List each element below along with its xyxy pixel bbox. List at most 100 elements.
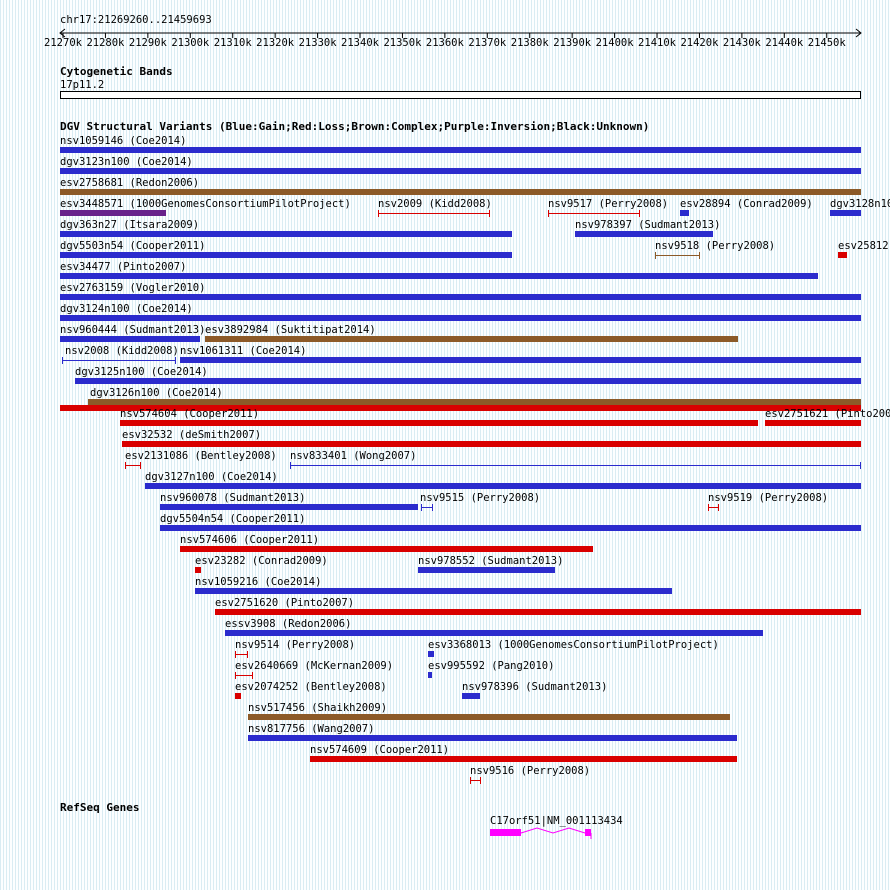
variant-label[interactable]: nsv574604 (Cooper2011) — [120, 408, 260, 420]
variant-bar[interactable] — [60, 315, 861, 321]
variant-bar[interactable] — [60, 252, 512, 258]
variant-label[interactable]: esv2074252 (Bentley2008) — [235, 681, 387, 693]
variant-bar[interactable] — [160, 504, 418, 510]
variant-label[interactable]: dgv3127n100 (Coe2014) — [145, 471, 278, 483]
variant-label[interactable]: dgv5503n54 (Cooper2011) — [60, 240, 206, 252]
variant-bar[interactable] — [418, 567, 555, 573]
variant-bar[interactable] — [60, 405, 861, 411]
variant-bar[interactable] — [680, 210, 689, 216]
variant-bar[interactable] — [180, 546, 593, 552]
variant-bar[interactable] — [428, 651, 434, 657]
variant-label[interactable]: esv2131086 (Bentley2008) — [125, 450, 277, 462]
variant-ibeam-bar[interactable] — [421, 504, 433, 511]
variant-label[interactable]: dgv3128n100 (Coe2014) — [830, 198, 890, 210]
variant-ibeam-bar[interactable] — [708, 504, 719, 511]
variant-label[interactable]: dgv3126n100 (Coe2014) — [90, 387, 223, 399]
variant-bar[interactable] — [205, 336, 738, 342]
variant-ibeam-bar[interactable] — [125, 462, 141, 469]
variant-bar[interactable] — [60, 273, 818, 279]
variant-label[interactable]: esv28894 (Conrad2009) — [680, 198, 813, 210]
variant-bar[interactable] — [120, 420, 758, 426]
variant-label[interactable]: esv2758681 (Redon2006) — [60, 177, 200, 189]
variant-bar[interactable] — [215, 609, 861, 615]
variant-label[interactable]: dgv3124n100 (Coe2014) — [60, 303, 193, 315]
variant-ibeam-bar[interactable] — [62, 357, 176, 364]
variant-bar[interactable] — [88, 399, 861, 405]
variant-bar[interactable] — [60, 168, 861, 174]
variant-label[interactable]: nsv978397 (Sudmant2013) — [575, 219, 721, 231]
variant-ibeam-bar[interactable] — [290, 462, 861, 469]
variant-bar[interactable] — [195, 567, 201, 573]
variant-bar[interactable] — [235, 693, 241, 699]
variant-ibeam-bar[interactable] — [470, 777, 481, 784]
variant-label[interactable]: nsv574606 (Cooper2011) — [180, 534, 320, 546]
variant-label[interactable]: nsv9515 (Perry2008) — [420, 492, 541, 504]
variant-label[interactable]: dgv363n27 (Itsara2009) — [60, 219, 200, 231]
variant-bar[interactable] — [180, 357, 861, 363]
variant-label[interactable]: nsv833401 (Wong2007) — [290, 450, 417, 462]
variant-label[interactable]: dgv3125n100 (Coe2014) — [75, 366, 208, 378]
variant-label[interactable]: esv3368013 (1000GenomesConsortiumPilotPr… — [428, 639, 719, 651]
variant-bar[interactable] — [225, 630, 763, 636]
variant-bar[interactable] — [122, 441, 861, 447]
variant-label[interactable]: nsv1059146 (Coe2014) — [60, 135, 187, 147]
variant-label[interactable]: nsv978396 (Sudmant2013) — [462, 681, 608, 693]
gene-label[interactable]: C17orf51|NM_001113434 — [490, 815, 623, 827]
variant-bar[interactable] — [575, 231, 713, 237]
variant-bar[interactable] — [145, 483, 861, 489]
variant-label[interactable]: esv3448571 (1000GenomesConsortiumPilotPr… — [60, 198, 351, 210]
variant-bar[interactable] — [60, 189, 861, 195]
variant-label[interactable]: essv3908 (Redon2006) — [225, 618, 352, 630]
variant-label[interactable]: nsv1061311 (Coe2014) — [180, 345, 307, 357]
variant-label[interactable]: nsv9518 (Perry2008) — [655, 240, 776, 252]
variant-label[interactable]: nsv9514 (Perry2008) — [235, 639, 356, 651]
variant-label[interactable]: esv23282 (Conrad2009) — [195, 555, 328, 567]
variant-label[interactable]: nsv817756 (Wang2007) — [248, 723, 375, 735]
variant-label[interactable]: nsv574609 (Cooper2011) — [310, 744, 450, 756]
variant-label[interactable]: esv2763159 (Vogler2010) — [60, 282, 206, 294]
variant-bar[interactable] — [428, 672, 432, 678]
variant-bar[interactable] — [248, 735, 737, 741]
variant-label[interactable]: nsv960078 (Sudmant2013) — [160, 492, 306, 504]
variant-label[interactable]: nsv2008 (Kidd2008) — [65, 345, 179, 357]
variant-label[interactable]: nsv9519 (Perry2008) — [708, 492, 829, 504]
variant-label[interactable]: nsv517456 (Shaikh2009) — [248, 702, 388, 714]
variant-bar[interactable] — [838, 252, 847, 258]
variant-label[interactable]: nsv960444 (Sudmant2013) — [60, 324, 206, 336]
variant-label[interactable]: esv2640669 (McKernan2009) — [235, 660, 394, 672]
variant-label[interactable]: nsv978552 (Sudmant2013) — [418, 555, 564, 567]
variant-ibeam-bar[interactable] — [235, 672, 253, 679]
variant-ibeam-bar[interactable] — [548, 210, 640, 217]
gene-glyph[interactable] — [480, 824, 630, 844]
variant-label[interactable]: nsv9517 (Perry2008) — [548, 198, 669, 210]
variant-label[interactable]: nsv1059216 (Coe2014) — [195, 576, 322, 588]
variant-label[interactable]: esv32532 (deSmith2007) — [122, 429, 262, 441]
variant-label[interactable]: esv25812 — [838, 240, 889, 252]
variant-ibeam-bar[interactable] — [655, 252, 700, 259]
variant-bar[interactable] — [60, 231, 512, 237]
variant-label[interactable]: nsv9516 (Perry2008) — [470, 765, 591, 777]
variant-bar[interactable] — [75, 378, 861, 384]
variant-label[interactable]: esv2751621 (Pinto2007) — [765, 408, 890, 420]
variant-label[interactable]: nsv2009 (Kidd2008) — [378, 198, 492, 210]
variant-ibeam-bar[interactable] — [235, 651, 248, 658]
variant-bar[interactable] — [830, 210, 861, 216]
ruler-axis[interactable] — [0, 27, 890, 40]
variant-bar[interactable] — [765, 420, 861, 426]
variant-bar[interactable] — [60, 294, 861, 300]
variant-bar[interactable] — [195, 588, 672, 594]
variant-label[interactable]: esv3892984 (Suktitipat2014) — [205, 324, 376, 336]
variant-bar[interactable] — [310, 756, 737, 762]
variant-bar[interactable] — [160, 525, 861, 531]
variant-label[interactable]: esv995592 (Pang2010) — [428, 660, 555, 672]
variant-bar[interactable] — [248, 714, 730, 720]
variant-label[interactable]: dgv5504n54 (Cooper2011) — [160, 513, 306, 525]
variant-label[interactable]: dgv3123n100 (Coe2014) — [60, 156, 193, 168]
variant-label[interactable]: esv2751620 (Pinto2007) — [215, 597, 355, 609]
variant-bar[interactable] — [60, 210, 166, 216]
variant-label[interactable]: esv34477 (Pinto2007) — [60, 261, 187, 273]
variant-bar[interactable] — [462, 693, 480, 699]
variant-ibeam-bar[interactable] — [378, 210, 490, 217]
variant-bar[interactable] — [60, 147, 861, 153]
variant-bar[interactable] — [60, 336, 200, 342]
